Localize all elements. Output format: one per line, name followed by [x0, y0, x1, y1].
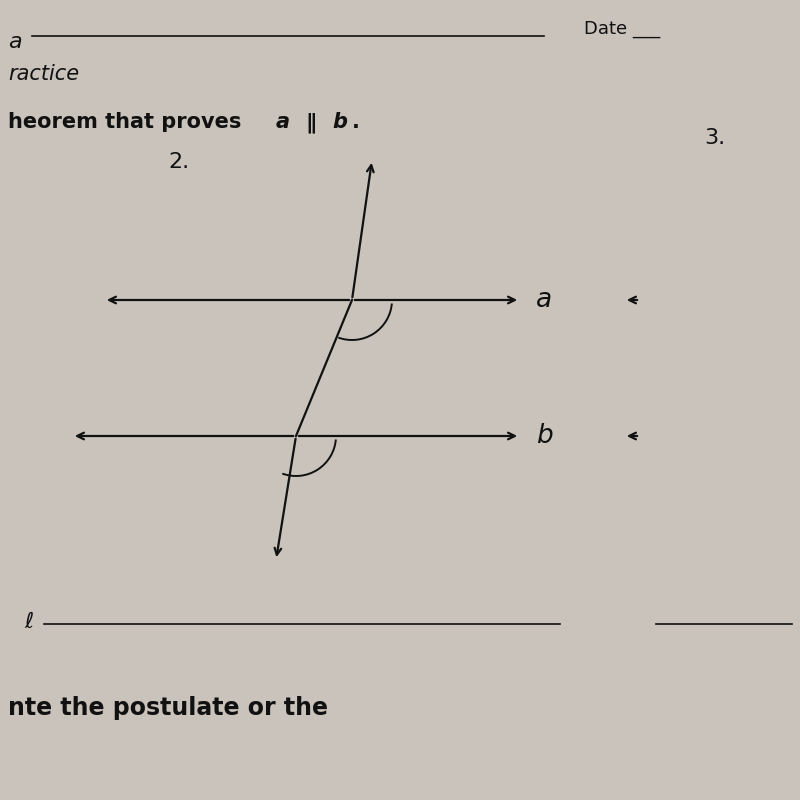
Text: 3.: 3.: [704, 128, 725, 148]
Text: .: .: [352, 112, 360, 132]
Text: ractice: ractice: [8, 64, 79, 84]
Text: nte the postulate or the: nte the postulate or the: [8, 696, 328, 720]
Text: b: b: [332, 112, 347, 132]
Text: a: a: [276, 112, 290, 132]
Text: a: a: [8, 32, 22, 52]
Text: 2.: 2.: [168, 152, 189, 172]
Text: heorem that proves: heorem that proves: [8, 112, 249, 132]
Text: ∥: ∥: [299, 112, 324, 133]
Text: b: b: [536, 423, 553, 449]
Text: Date ___: Date ___: [584, 20, 660, 38]
Text: a: a: [536, 287, 552, 313]
Text: ℓ: ℓ: [24, 612, 34, 632]
